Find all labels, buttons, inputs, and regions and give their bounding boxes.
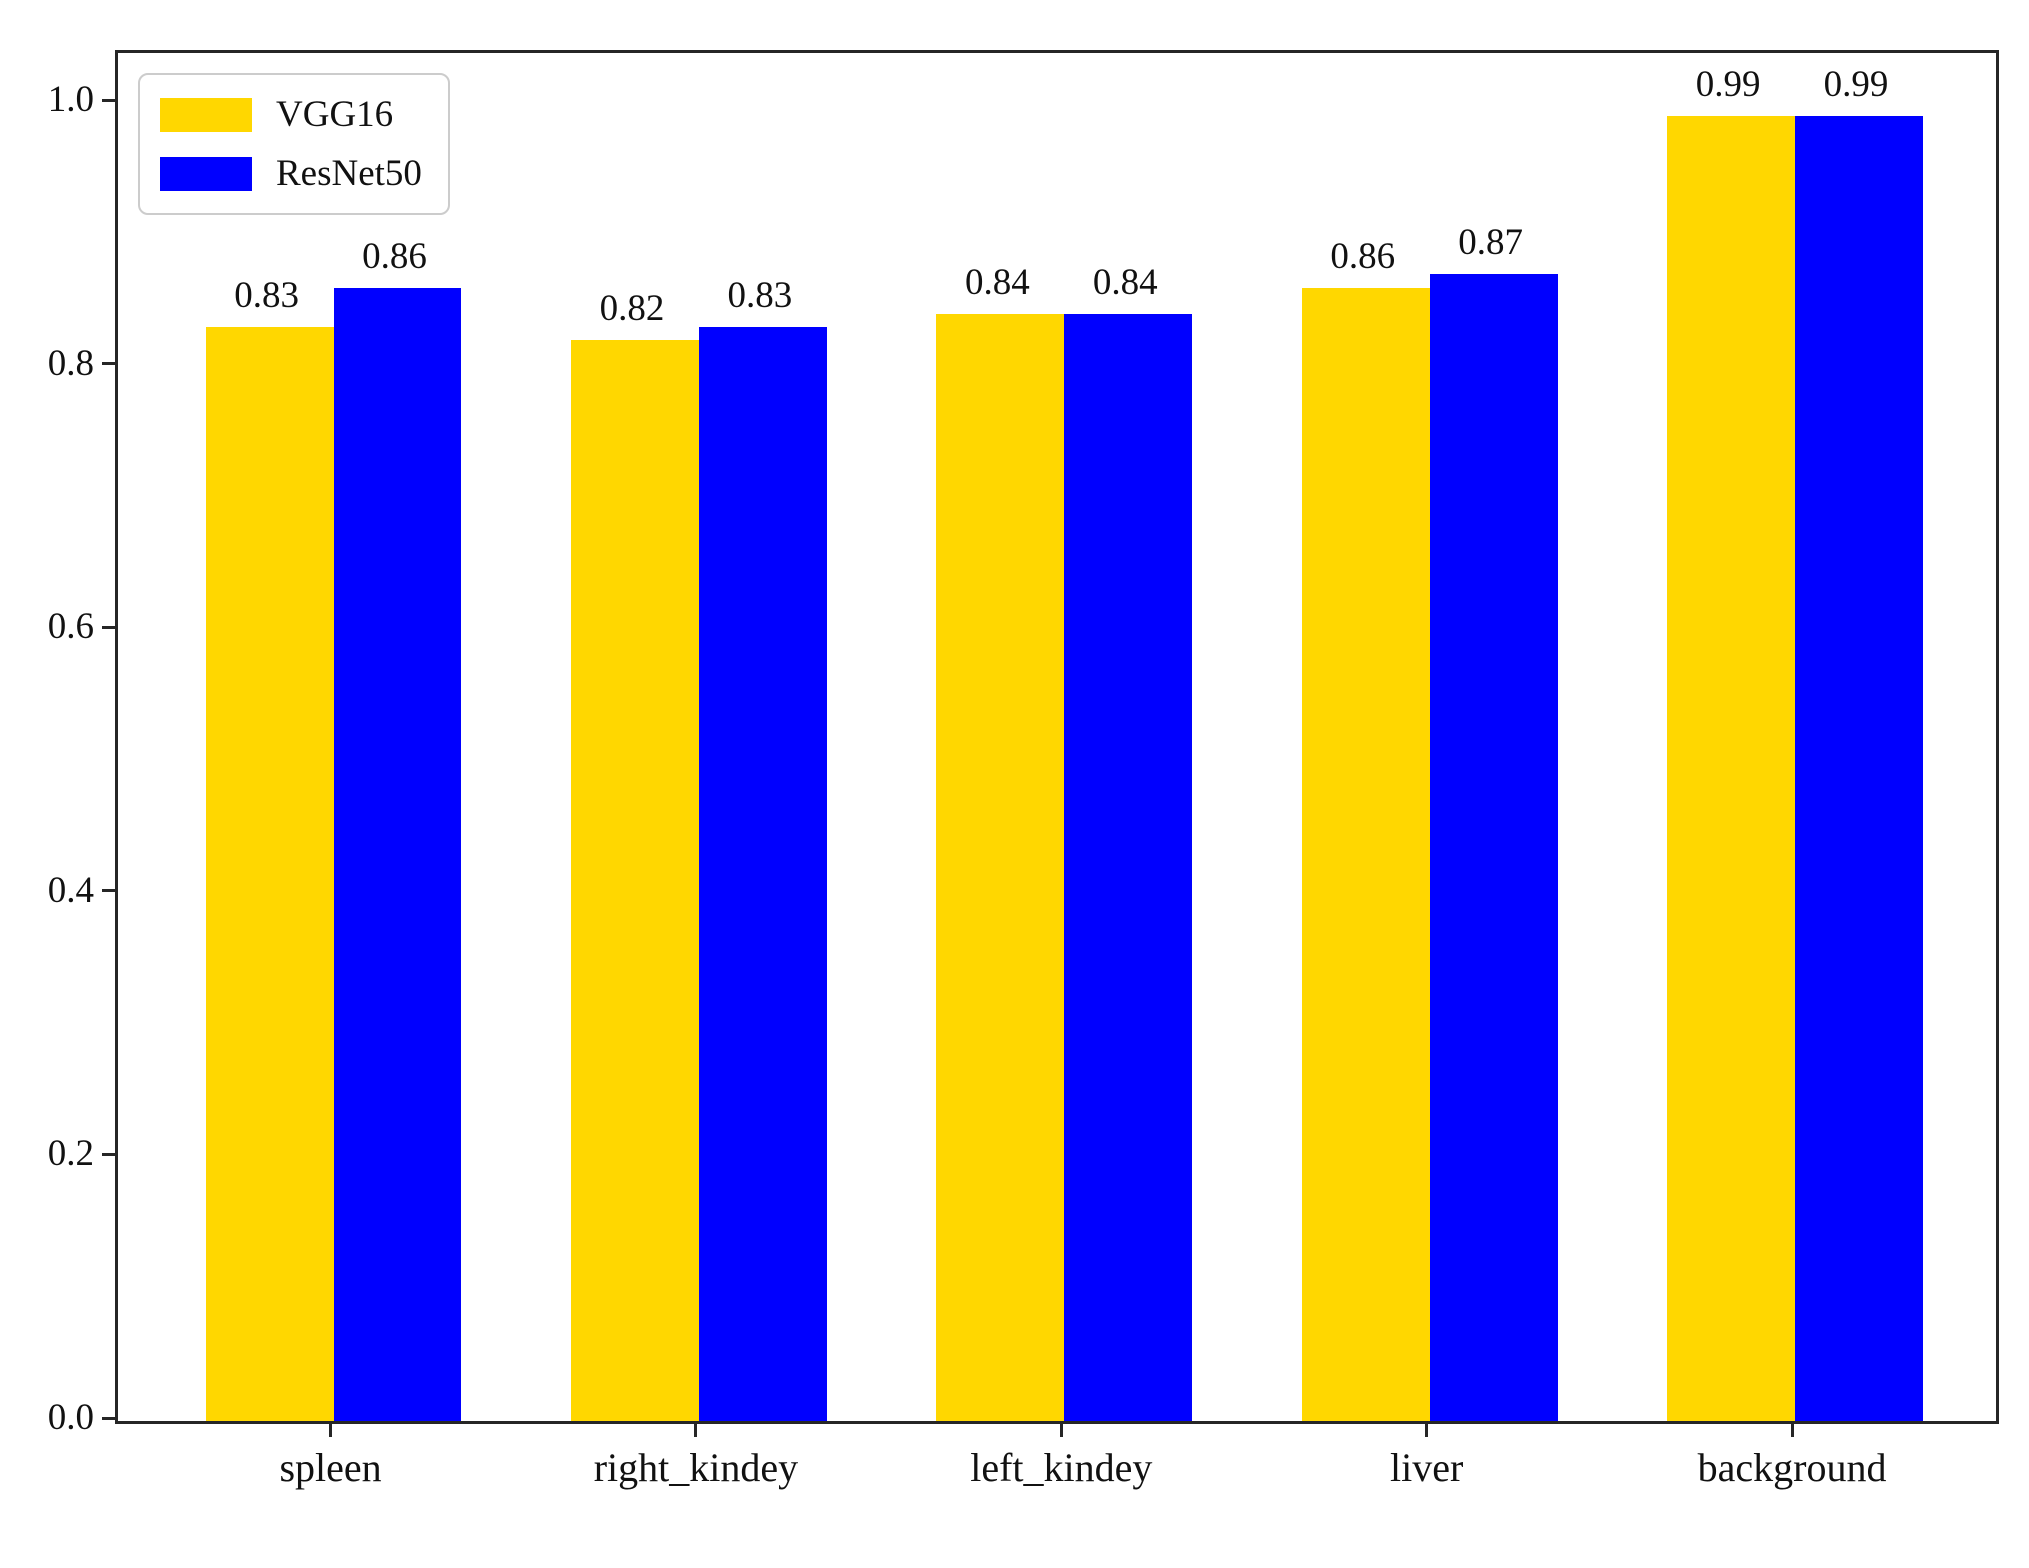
y-tick-label: 1.0: [47, 79, 94, 121]
bar-value-label: 0.82: [599, 288, 665, 330]
y-tick-mark: [102, 1152, 118, 1156]
x-tick-mark: [694, 1421, 698, 1437]
y-tick-mark: [102, 889, 118, 893]
bar-resnet50-liver: [1429, 274, 1558, 1421]
y-tick-label: 0.6: [47, 606, 94, 648]
x-tick-label: spleen: [279, 1445, 382, 1490]
plot-area: VGG16 ResNet50: [115, 50, 1999, 1424]
x-tick-label: left_kindey: [970, 1445, 1153, 1490]
x-tick-mark: [329, 1421, 333, 1437]
bar-value-label: 0.99: [1823, 64, 1889, 106]
y-tick-label: 0.4: [47, 869, 94, 911]
x-tick-label: right_kindey: [593, 1445, 799, 1490]
legend-label-resnet50: ResNet50: [276, 153, 422, 194]
bar-value-label: 0.99: [1695, 64, 1761, 106]
bar-value-label: 0.86: [362, 235, 427, 277]
y-tick-label: 0.2: [47, 1133, 94, 1175]
bar-value-label: 0.84: [964, 261, 1030, 303]
x-tick-mark: [1425, 1421, 1429, 1437]
bar-resnet50-right_kindey: [698, 327, 827, 1421]
bar-vgg16-liver: [1301, 287, 1430, 1421]
y-tick-label: 0.0: [47, 1397, 94, 1438]
bar-value-label: 0.86: [1330, 235, 1396, 277]
y-tick-label: 0.8: [47, 342, 94, 384]
bar-value-label: 0.83: [234, 275, 299, 317]
x-tick-label: background: [1697, 1445, 1887, 1490]
legend-item-resnet50: ResNet50: [160, 152, 422, 195]
bar-vgg16-background: [1667, 116, 1796, 1421]
legend-label-vgg16: VGG16: [276, 94, 394, 135]
bar-resnet50-background: [1795, 116, 1923, 1421]
bar-vgg16-spleen: [205, 327, 334, 1421]
y-tick-mark: [102, 362, 118, 366]
bar-vgg16-left_kindey: [936, 313, 1065, 1421]
x-tick-label: liver: [1390, 1445, 1464, 1490]
legend-item-vgg16: VGG16: [160, 93, 422, 136]
bar-value-label: 0.83: [727, 275, 793, 317]
bar-value-label: 0.87: [1458, 222, 1523, 264]
bar-vgg16-right_kindey: [571, 340, 699, 1421]
legend-swatch-vgg16: [160, 97, 252, 132]
y-tick-mark: [102, 625, 118, 629]
bar-resnet50-left_kindey: [1064, 313, 1193, 1421]
y-tick-mark: [102, 98, 118, 102]
x-tick-mark: [1790, 1421, 1794, 1437]
x-tick-mark: [1059, 1421, 1063, 1437]
bar-resnet50-spleen: [333, 287, 462, 1421]
bar-value-label: 0.84: [1092, 261, 1158, 303]
legend: VGG16 ResNet50: [138, 73, 450, 215]
legend-swatch-resnet50: [160, 156, 252, 191]
y-tick-mark: [102, 1416, 118, 1420]
